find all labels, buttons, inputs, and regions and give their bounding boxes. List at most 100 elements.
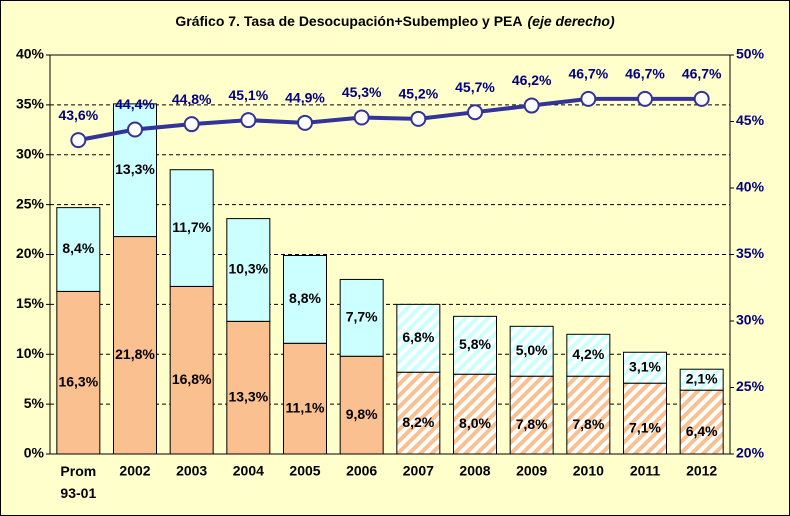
x-tick-label: 2003 bbox=[176, 463, 207, 479]
y-tick-label: 10% bbox=[16, 345, 45, 361]
marker bbox=[297, 114, 313, 131]
bar bbox=[56, 290, 101, 455]
value-label: 45,2% bbox=[398, 86, 438, 102]
value-label: 46,7% bbox=[568, 66, 608, 82]
y2-tick-label: 50% bbox=[736, 46, 765, 62]
value-label: 46,7% bbox=[682, 66, 722, 82]
value-label: 44,8% bbox=[172, 91, 212, 107]
marker bbox=[70, 132, 87, 149]
chart-title: Gráfico 7. Tasa de Desocupación+Subemple… bbox=[175, 13, 615, 29]
bar bbox=[679, 368, 724, 391]
x-tick-label: 2010 bbox=[573, 463, 604, 479]
value-label: 7,1% bbox=[629, 419, 661, 435]
y-tick-label: 0% bbox=[24, 445, 45, 461]
bar bbox=[679, 389, 724, 455]
title: Gráfico 7. Tasa de Desocupación+Subemple… bbox=[175, 13, 522, 29]
value-label: 46,7% bbox=[625, 66, 665, 82]
bar bbox=[509, 375, 554, 455]
value-label: 4,2% bbox=[572, 346, 604, 362]
value-label: 46,2% bbox=[512, 72, 552, 88]
value-label: 21,8% bbox=[115, 346, 155, 362]
plot-frame bbox=[49, 54, 731, 455]
subtitle: (eje derecho) bbox=[528, 13, 615, 29]
marker bbox=[183, 116, 200, 133]
y2-tick-label: 40% bbox=[736, 179, 765, 195]
value-label: 3,1% bbox=[629, 358, 661, 374]
value-label: 7,7% bbox=[346, 309, 378, 325]
bar bbox=[339, 355, 384, 455]
value-label: 2,1% bbox=[686, 370, 718, 386]
value-label: 7,8% bbox=[516, 416, 548, 432]
y-tick-label: 5% bbox=[24, 395, 45, 411]
y2-tick-label: 25% bbox=[736, 378, 765, 394]
line bbox=[77, 96, 702, 143]
y2-tick-label: 30% bbox=[736, 312, 765, 328]
x-tick-label: 2004 bbox=[233, 463, 264, 479]
marker bbox=[240, 112, 257, 129]
value-label: 6,4% bbox=[686, 423, 718, 439]
value-label: 5,8% bbox=[459, 336, 491, 352]
bar bbox=[226, 320, 271, 455]
x-tick-label: 2012 bbox=[686, 463, 717, 479]
x-tick-label: 2005 bbox=[289, 463, 320, 479]
bar bbox=[623, 351, 667, 384]
y2-tick-label: 20% bbox=[736, 445, 765, 461]
bar bbox=[509, 325, 554, 377]
bar bbox=[396, 303, 441, 373]
marker bbox=[637, 90, 653, 107]
value-label: 10,3% bbox=[228, 261, 268, 277]
value-label: 5,0% bbox=[516, 342, 548, 358]
marker bbox=[467, 104, 483, 121]
bar bbox=[283, 342, 327, 455]
marker bbox=[353, 109, 370, 126]
y-tick-label: 15% bbox=[16, 295, 45, 311]
value-label: 13,3% bbox=[115, 161, 155, 177]
marker bbox=[580, 90, 597, 107]
marker bbox=[410, 110, 427, 127]
value-label: 16,3% bbox=[58, 373, 98, 389]
y-tick-label: 25% bbox=[16, 195, 45, 211]
value-label: 11,7% bbox=[172, 219, 211, 235]
value-label: 45,7% bbox=[455, 79, 495, 95]
bar bbox=[566, 375, 611, 455]
x-tick-label: Prom 93-01 bbox=[60, 463, 96, 501]
value-label: 44,9% bbox=[285, 90, 325, 106]
bar bbox=[283, 254, 327, 344]
value-label: 44,4% bbox=[115, 96, 155, 112]
bar bbox=[226, 218, 271, 322]
bar bbox=[623, 382, 667, 455]
value-label: 11,1% bbox=[286, 399, 325, 415]
value-label: 8,0% bbox=[459, 415, 491, 431]
x-tick-label: 2006 bbox=[346, 463, 377, 479]
bar bbox=[566, 333, 611, 377]
bar bbox=[453, 315, 497, 375]
y-tick-label: 20% bbox=[16, 245, 45, 261]
y-tick-label: 30% bbox=[16, 145, 45, 161]
y-tick-label: 40% bbox=[16, 46, 45, 62]
y2-tick-label: 45% bbox=[736, 112, 765, 128]
bar bbox=[339, 278, 384, 357]
value-label: 9,8% bbox=[346, 406, 378, 422]
value-label: 13,3% bbox=[228, 388, 268, 404]
value-label: 43,6% bbox=[58, 107, 98, 123]
bar bbox=[453, 373, 497, 455]
marker bbox=[523, 97, 540, 114]
marker bbox=[693, 90, 710, 107]
bar bbox=[169, 169, 214, 287]
value-label: 45,3% bbox=[342, 84, 382, 100]
x-tick-label: 2002 bbox=[119, 463, 150, 479]
marker bbox=[127, 121, 143, 138]
value-label: 6,8% bbox=[402, 329, 434, 345]
bar bbox=[169, 285, 214, 455]
value-label: 16,8% bbox=[172, 371, 212, 387]
value-label: 8,2% bbox=[402, 414, 434, 430]
bar bbox=[56, 207, 101, 292]
x-tick-label: 2008 bbox=[459, 463, 490, 479]
value-label: 45,1% bbox=[228, 87, 268, 103]
value-label: 7,8% bbox=[572, 416, 604, 432]
x-tick-label: 2007 bbox=[403, 463, 434, 479]
bar bbox=[113, 236, 157, 455]
y-tick-label: 35% bbox=[16, 96, 45, 112]
x-tick-label: 2009 bbox=[516, 463, 547, 479]
